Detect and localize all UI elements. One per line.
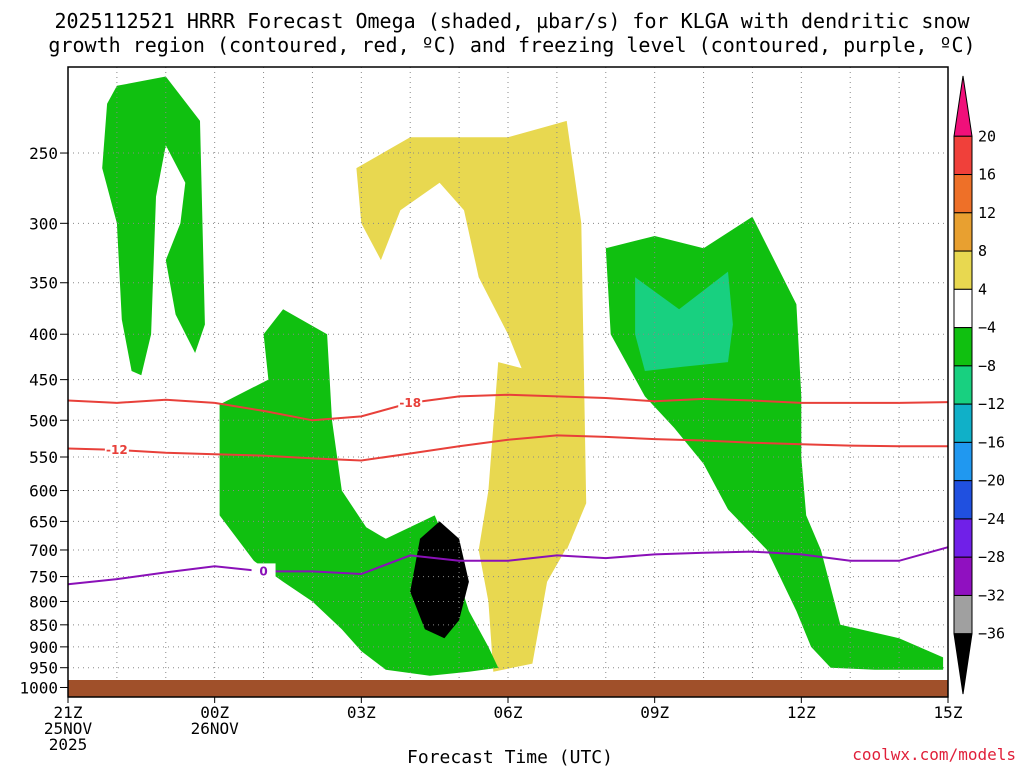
contour-label-bg-dgz_minus12 (104, 441, 129, 456)
contour-dgz_minus18 (67, 393, 949, 422)
y-tick-label-800: 800 (29, 592, 58, 611)
y-tick-label-500: 500 (29, 411, 58, 430)
colorbar-swatch-3 (953, 212, 973, 252)
y-tick-label-900: 900 (29, 638, 58, 657)
omega-region-4 (635, 271, 733, 371)
y-tick-label-450: 450 (29, 371, 58, 390)
colorbar-label-10: −24 (978, 510, 1005, 528)
y-tick-label-550: 550 (29, 448, 58, 467)
y-tick-label-600: 600 (29, 482, 58, 501)
contour-label-dgz_minus12: -12 (106, 443, 128, 457)
colorbar-swatch-13 (953, 594, 973, 635)
colorbar-swatch-11 (953, 518, 973, 558)
y-tick-label-750: 750 (29, 568, 58, 587)
colorbar-cap-bottom (953, 633, 973, 695)
colorbar-swatch-10 (953, 480, 973, 520)
x-tick-label-0-2: 2025 (49, 735, 88, 754)
colorbar-label-9: −20 (978, 472, 1005, 490)
colorbar: 20 16 12 8 4 −4 −8 −12 −16 −20 −24 −28 −32 −36 (953, 75, 1005, 695)
contour-lines: -18 -12 0 (67, 393, 949, 586)
y-tick-label-950: 950 (29, 659, 58, 678)
colorbar-swatch-12 (953, 556, 973, 596)
x-tick-label-6-0: 03Z (347, 703, 376, 722)
colorbar-swatch-4 (953, 250, 973, 290)
x-tick-label-15-0: 12Z (787, 703, 816, 722)
x-tick-label-0-0: 21Z (54, 703, 83, 722)
colorbar-label-8: −16 (978, 433, 1005, 451)
y-tick-label-650: 650 (29, 512, 58, 531)
y-tick-label-400: 400 (29, 325, 58, 344)
colorbar-label-12: −32 (978, 586, 1005, 604)
colorbar-label-13: −36 (978, 625, 1005, 643)
plot-area: -18 -12 0 (67, 66, 949, 698)
contour-freezing_level (67, 546, 949, 586)
x-tick-label-12-0: 09Z (640, 703, 669, 722)
chart-title-line1: 2025112521 HRRR Forecast Omega (shaded, … (54, 9, 970, 33)
contour-dgz_minus12 (67, 434, 948, 462)
omega-region-1 (356, 120, 587, 551)
x-tick-label-0-1: 25NOV (44, 719, 93, 738)
y-tick-label-300: 300 (29, 214, 58, 233)
contour-label-bg-dgz_minus18 (398, 394, 423, 409)
grid-lines (68, 67, 948, 697)
colorbar-label-0: 20 (978, 127, 996, 145)
y-axis-ticks: 250 300 350 400 450 500 550 600 650 700 750 800 850 9… (19, 144, 68, 697)
colorbar-label-4: 4 (978, 280, 987, 298)
colorbar-swatch-1 (953, 135, 973, 176)
colorbar-swatch-2 (953, 174, 973, 214)
credit-text: coolwx.com/models (852, 745, 1016, 764)
contour-label-freezing_level: 0 (259, 564, 267, 578)
colorbar-label-2: 12 (978, 204, 996, 222)
y-tick-label-700: 700 (29, 541, 58, 560)
colorbar-label-5: −4 (978, 319, 996, 337)
y-tick-label-250: 250 (29, 144, 58, 163)
contour-label-bg-freezing_level (251, 563, 276, 578)
colorbar-swatch-6 (953, 327, 973, 367)
y-tick-label-350: 350 (29, 274, 58, 293)
colorbar-label-1: 16 (978, 166, 996, 184)
omega-region-0 (102, 76, 205, 376)
colorbar-swatch-8 (953, 403, 973, 443)
colorbar-swatch-5 (953, 288, 973, 329)
y-tick-label-850: 850 (29, 616, 58, 635)
colorbar-label-6: −8 (978, 357, 996, 375)
omega-region-6 (410, 521, 469, 639)
colorbar-label-3: 8 (978, 242, 987, 260)
colorbar-label-7: −12 (978, 395, 1005, 413)
x-tick-label-3-0: 00Z (200, 703, 229, 722)
contour-label-dgz_minus18: -18 (399, 396, 421, 410)
colorbar-swatch-9 (953, 441, 973, 482)
chart-title-line2: growth region (contoured, red, ºC) and f… (48, 33, 975, 57)
colorbar-swatch-7 (953, 365, 973, 405)
x-tick-label-18-0: 15Z (934, 703, 963, 722)
x-axis-label: Forecast Time (UTC) (407, 747, 613, 768)
x-tick-label-3-1: 26NOV (191, 719, 240, 738)
y-tick-label-1000: 1000 (19, 678, 58, 697)
x-tick-label-9-0: 06Z (494, 703, 523, 722)
colorbar-label-11: −28 (978, 548, 1005, 566)
ground-layer (68, 680, 948, 697)
